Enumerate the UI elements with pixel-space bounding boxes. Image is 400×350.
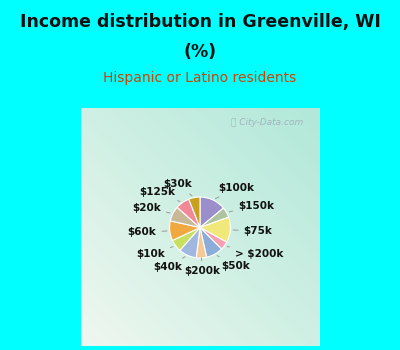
Wedge shape xyxy=(200,208,229,228)
Text: $30k: $30k xyxy=(163,180,192,196)
Wedge shape xyxy=(200,228,222,257)
Wedge shape xyxy=(172,228,200,250)
Text: $40k: $40k xyxy=(153,257,185,272)
Wedge shape xyxy=(177,199,200,228)
Wedge shape xyxy=(170,207,200,228)
Text: $20k: $20k xyxy=(132,203,170,213)
Text: $150k: $150k xyxy=(229,201,274,212)
Wedge shape xyxy=(196,228,207,258)
Wedge shape xyxy=(180,228,200,258)
Text: (%): (%) xyxy=(184,43,216,61)
Text: $60k: $60k xyxy=(128,227,167,237)
Text: Income distribution in Greenville, WI: Income distribution in Greenville, WI xyxy=(20,13,380,31)
Text: $75k: $75k xyxy=(233,226,272,236)
Text: $200k: $200k xyxy=(184,258,220,276)
Text: $100k: $100k xyxy=(216,183,255,199)
Wedge shape xyxy=(170,221,200,240)
Wedge shape xyxy=(189,197,200,228)
Text: Hispanic or Latino residents: Hispanic or Latino residents xyxy=(103,71,297,85)
Text: $50k: $50k xyxy=(217,256,250,271)
Text: > $200k: > $200k xyxy=(227,246,283,259)
Wedge shape xyxy=(200,217,230,242)
Wedge shape xyxy=(200,228,227,249)
Text: $125k: $125k xyxy=(139,187,180,202)
Text: $10k: $10k xyxy=(136,247,173,259)
Text: ⓘ City-Data.com: ⓘ City-Data.com xyxy=(231,118,303,127)
Wedge shape xyxy=(200,197,224,228)
